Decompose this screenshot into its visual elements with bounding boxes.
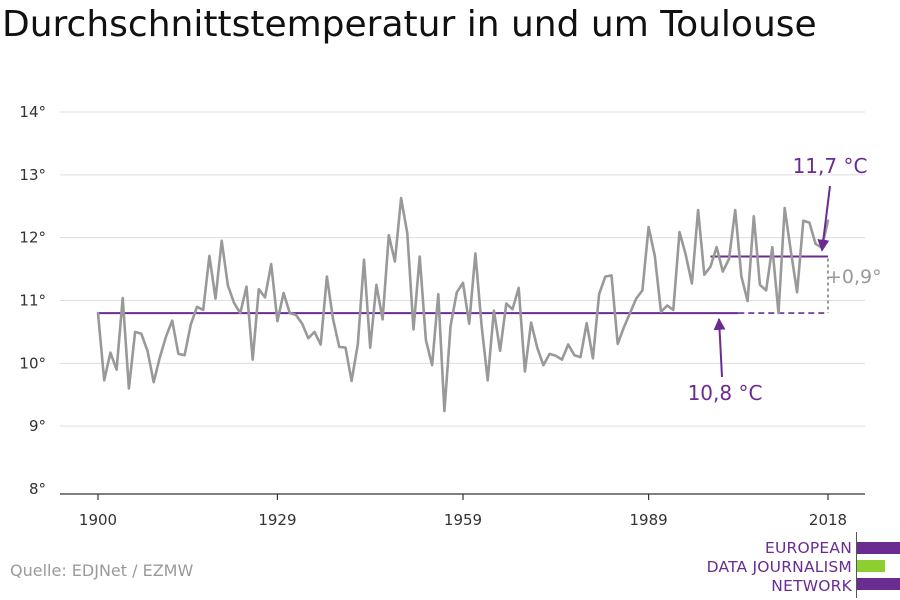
y-tick-label: 10° bbox=[19, 354, 46, 372]
annotation-labels: 10,8 °C 11,7 °C +0,9° bbox=[688, 154, 882, 405]
logo-line-1: EUROPEAN bbox=[764, 539, 852, 557]
x-tick-label: 1989 bbox=[629, 511, 667, 529]
y-tick-label: 13° bbox=[19, 166, 46, 184]
baseline-label: 10,8 °C bbox=[688, 381, 763, 405]
y-tick-label: 9° bbox=[29, 417, 46, 435]
logo-bar-purple-bottom bbox=[857, 578, 900, 590]
chart-title: Durchschnittstemperatur in und um Toulou… bbox=[2, 4, 817, 45]
y-axis-ticks: 8° 9° 10° 11° 12° 13° 14° bbox=[19, 103, 46, 498]
x-tick-label: 1900 bbox=[79, 511, 117, 529]
baseline-arrow bbox=[713, 317, 726, 378]
difference-label: +0,9° bbox=[826, 266, 882, 288]
logo-line-3: NETWORK bbox=[771, 577, 852, 595]
logo-line-2: DATA JOURNALISM bbox=[706, 558, 852, 576]
y-tick-label: 12° bbox=[19, 229, 46, 247]
source-note: Quelle: EDJNet / EZMW bbox=[10, 561, 194, 580]
x-axis-ticks: 1900 1929 1959 1989 2018 bbox=[60, 493, 865, 529]
y-tick-label: 14° bbox=[19, 103, 46, 121]
x-tick-label: 2018 bbox=[809, 511, 847, 529]
temperature-chart: 8° 9° 10° 11° 12° 13° 14° 1900 1929 1959 1989 2018… bbox=[19, 103, 882, 529]
x-tick-label: 1929 bbox=[258, 511, 296, 529]
series-layer bbox=[96, 196, 830, 413]
gridlines bbox=[60, 111, 865, 427]
recent-average-arrow bbox=[817, 185, 831, 252]
recent-average-label: 11,7 °C bbox=[793, 154, 868, 178]
temperature-series-line bbox=[96, 196, 830, 413]
edjnet-logo: EUROPEAN DATA JOURNALISM NETWORK bbox=[700, 530, 900, 600]
y-tick-label: 11° bbox=[19, 292, 46, 310]
x-tick-label: 1959 bbox=[444, 511, 482, 529]
logo-bar-green bbox=[857, 560, 885, 572]
logo-divider bbox=[856, 532, 857, 598]
y-tick-label: 8° bbox=[29, 480, 46, 498]
logo-bar-purple-top bbox=[857, 542, 900, 554]
